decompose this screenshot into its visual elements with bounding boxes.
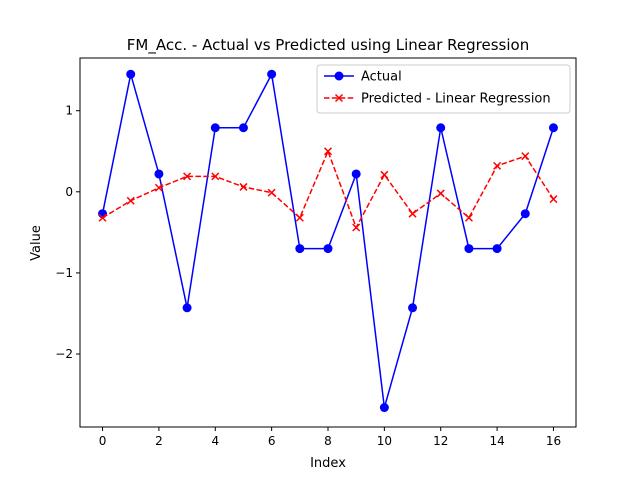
data-point-actual	[492, 244, 502, 254]
y-tick-label: 0	[65, 185, 73, 199]
data-point-actual	[154, 169, 164, 179]
marker-stroke	[436, 189, 445, 198]
data-point-actual	[126, 69, 136, 79]
series-line-predicted	[102, 149, 555, 230]
data-point-predicted	[323, 147, 333, 156]
data-point-predicted	[436, 189, 445, 198]
data-point-predicted	[549, 195, 558, 204]
data-point-actual	[323, 244, 333, 254]
data-point-actual	[210, 123, 220, 133]
data-point-actual	[238, 123, 248, 133]
marker-stroke	[126, 196, 135, 205]
x-tick-label: 12	[433, 434, 448, 448]
plot-area: 0 2 4 6 8 10 12 14 16 −2 −1 0 1	[55, 69, 561, 448]
data-point-actual	[520, 209, 530, 219]
x-axis-label: Index	[310, 456, 346, 471]
data-point-actual	[379, 403, 389, 413]
x-tick-label: 4	[211, 434, 219, 448]
y-tick-label: −1	[55, 266, 73, 280]
x-tick-label: 0	[99, 434, 107, 448]
data-point-predicted	[380, 170, 389, 179]
x-tick-label: 14	[489, 434, 504, 448]
data-point-actual	[182, 303, 192, 313]
marker-stroke	[380, 170, 389, 179]
data-point-predicted	[521, 152, 530, 161]
marker-stroke	[211, 172, 220, 181]
marker-stroke	[408, 209, 417, 218]
x-tick-label: 2	[155, 434, 163, 448]
legend-marker-stroke	[334, 93, 344, 103]
x-tick-label: 16	[546, 434, 561, 448]
marker-stroke	[352, 223, 361, 232]
data-point-actual	[548, 123, 558, 133]
marker-stroke	[239, 182, 248, 191]
data-point-predicted	[98, 213, 107, 222]
marker-stroke	[183, 172, 192, 181]
marker-stroke	[549, 195, 558, 204]
data-point-predicted	[295, 213, 304, 222]
chart-title: FM_Acc. - Actual vs Predicted using Line…	[127, 36, 529, 55]
legend-label-actual: Actual	[361, 70, 402, 85]
data-point-predicted	[408, 209, 417, 218]
y-tick-label: −2	[55, 347, 73, 361]
legend-label-predicted: Predicted - Linear Regression	[361, 92, 551, 107]
data-point-actual	[267, 69, 277, 79]
legend-marker-circle	[334, 71, 344, 81]
marker-stroke	[295, 213, 304, 222]
marker-stroke	[464, 213, 473, 222]
marker-stroke	[154, 183, 163, 192]
data-point-actual	[464, 244, 474, 254]
x-tick-label: 8	[324, 434, 332, 448]
legend: Actual Predicted - Linear Regression	[316, 64, 571, 114]
data-point-predicted	[126, 196, 135, 205]
x-tick-label: 6	[268, 434, 276, 448]
data-point-predicted	[464, 213, 473, 222]
marker-stroke	[493, 161, 502, 170]
data-point-predicted	[352, 223, 361, 232]
data-point-actual	[295, 244, 305, 254]
marker-stroke	[98, 213, 107, 222]
marker-stroke	[521, 152, 530, 161]
marker-stroke	[267, 188, 276, 197]
data-point-actual	[351, 169, 361, 179]
data-point-actual	[436, 123, 446, 133]
legend-box	[316, 64, 571, 114]
y-tick-label: 1	[65, 104, 73, 118]
y-axis-label: Value	[29, 225, 44, 261]
data-point-predicted	[239, 182, 248, 191]
data-point-predicted	[154, 183, 163, 192]
data-point-actual	[408, 303, 418, 313]
data-point-predicted	[267, 188, 276, 197]
marker-stroke	[323, 147, 333, 156]
data-point-predicted	[493, 161, 502, 170]
axes-frame	[79, 57, 577, 428]
data-point-predicted	[183, 172, 192, 181]
x-tick-label: 10	[377, 434, 392, 448]
data-point-predicted	[211, 172, 220, 181]
